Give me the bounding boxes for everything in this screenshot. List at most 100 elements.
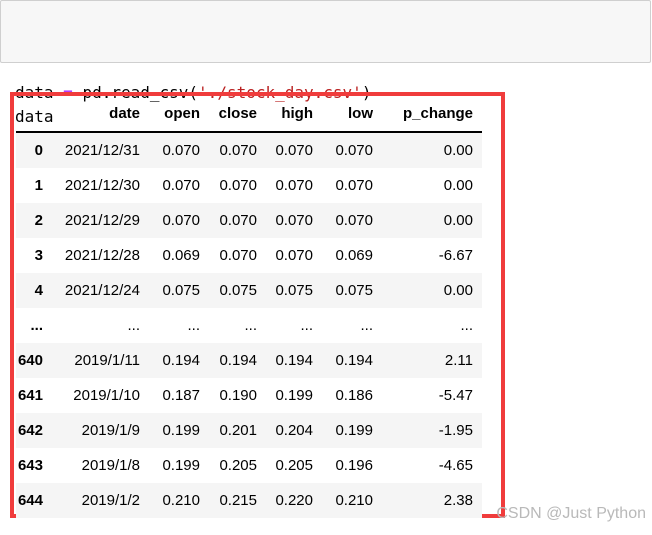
table-cell: 2021/12/28 xyxy=(64,247,140,264)
index-header-cell xyxy=(16,96,52,133)
table-row: 3 2021/12/28 0.069 0.070 0.070 0.069 -6.67 xyxy=(16,238,482,273)
table-cell: 0.070 xyxy=(275,212,313,229)
table-cell: 0.215 xyxy=(219,492,257,509)
table-cell: 0.070 xyxy=(275,142,313,159)
row-index-cell: 1 xyxy=(34,177,43,194)
table-cell: 2019/1/9 xyxy=(81,422,140,439)
table-row: ..................... xyxy=(16,308,482,343)
table-body: 0 2021/12/31 0.070 0.070 0.070 0.070 0.00 1 2021… xyxy=(16,132,482,518)
table-header: date open close high low p_change xyxy=(16,96,482,133)
table-cell: 0.220 xyxy=(275,492,313,509)
table-row: 641 2019/1/10 0.187 0.190 0.199 0.186 -5.47 xyxy=(16,378,482,413)
table-cell: 0.070 xyxy=(219,177,257,194)
table-cell: 0.070 xyxy=(275,247,313,264)
table-cell: 0.199 xyxy=(162,422,200,439)
row-index-cell: 3 xyxy=(34,247,43,264)
table-row: 644 2019/1/2 0.210 0.215 0.220 0.210 2.38 xyxy=(16,483,482,518)
table-cell: ... xyxy=(127,317,140,334)
table-cell: 0.070 xyxy=(219,247,257,264)
table-cell: -4.65 xyxy=(438,457,473,474)
table-cell: 0.199 xyxy=(275,387,313,404)
table-cell: ... xyxy=(187,317,200,334)
table-row: 2 2021/12/29 0.070 0.070 0.070 0.070 0.00 xyxy=(16,203,482,238)
table-cell: 0.205 xyxy=(219,457,257,474)
column-header-cell: p_change xyxy=(382,96,482,133)
table-cell: -1.95 xyxy=(438,422,473,439)
column-header-cell: low xyxy=(322,96,382,133)
table-cell: 0.070 xyxy=(162,177,200,194)
row-index-cell: 641 xyxy=(17,387,43,404)
table-cell: 0.00 xyxy=(443,142,473,159)
table-cell: 0.190 xyxy=(219,387,257,404)
table-cell: 2021/12/30 xyxy=(64,177,140,194)
table-row: 642 2019/1/9 0.199 0.201 0.204 0.199 -1.95 xyxy=(16,413,482,448)
table-cell: ... xyxy=(244,317,257,334)
row-index-cell: 644 xyxy=(17,492,43,509)
table-cell: 2019/1/2 xyxy=(81,492,140,509)
table-header-row: date open close high low p_change xyxy=(16,96,482,133)
row-index-cell: ... xyxy=(30,317,43,334)
table-row: 4 2021/12/24 0.075 0.075 0.075 0.075 0.00 xyxy=(16,273,482,308)
table-cell: 2019/1/11 xyxy=(74,352,140,369)
table-row: 640 2019/1/11 0.194 0.194 0.194 0.194 2.11 xyxy=(16,343,482,378)
column-header-cell: date xyxy=(52,96,149,133)
row-index-cell: 643 xyxy=(17,457,43,474)
watermark: CSDN @Just Python xyxy=(496,505,646,522)
table-cell: 0.070 xyxy=(275,177,313,194)
table-cell: 2019/1/10 xyxy=(73,387,140,404)
table-cell: 0.00 xyxy=(443,177,473,194)
table-cell: 0.00 xyxy=(443,212,473,229)
column-header-cell: open xyxy=(149,96,209,133)
table-cell: 0.210 xyxy=(162,492,200,509)
table-cell: 0.187 xyxy=(162,387,200,404)
table-cell: ... xyxy=(360,317,373,334)
table-cell: 0.075 xyxy=(275,282,313,299)
table-cell: ... xyxy=(460,317,473,334)
table-cell: 0.070 xyxy=(219,142,257,159)
table-cell: 0.210 xyxy=(335,492,373,509)
table-cell: 2021/12/29 xyxy=(64,212,140,229)
table-cell: 0.070 xyxy=(162,142,200,159)
table-cell: 2021/12/24 xyxy=(64,282,140,299)
table-cell: 2.38 xyxy=(443,492,473,509)
table-cell: 0.194 xyxy=(219,352,257,369)
row-index-cell: 4 xyxy=(34,282,43,299)
table-cell: 0.186 xyxy=(335,387,373,404)
row-index-cell: 0 xyxy=(34,142,43,159)
table-row: 0 2021/12/31 0.070 0.070 0.070 0.070 0.00 xyxy=(16,132,482,168)
table-cell: 0.194 xyxy=(162,352,200,369)
table-cell: 0.075 xyxy=(335,282,373,299)
table-cell: 0.205 xyxy=(275,457,313,474)
table-cell: 0.201 xyxy=(219,422,257,439)
table-cell: 0.00 xyxy=(443,282,473,299)
table-cell: 0.196 xyxy=(335,457,373,474)
table-cell: 0.075 xyxy=(219,282,257,299)
column-header-cell: high xyxy=(266,96,322,133)
table-cell: 0.204 xyxy=(275,422,313,439)
table-cell: 0.069 xyxy=(335,247,373,264)
table-cell: 0.194 xyxy=(335,352,373,369)
table-cell: 0.075 xyxy=(162,282,200,299)
dataframe-table: date open close high low p_change 0 2021/12/31… xyxy=(16,96,482,518)
table-cell: ... xyxy=(300,317,313,334)
table-cell: 0.070 xyxy=(162,212,200,229)
table-cell: 0.069 xyxy=(162,247,200,264)
table-cell: 0.199 xyxy=(335,422,373,439)
table-cell: -6.67 xyxy=(438,247,473,264)
table-cell: 0.070 xyxy=(335,142,373,159)
table-cell: 0.070 xyxy=(219,212,257,229)
row-index-cell: 640 xyxy=(17,352,43,369)
table-cell: 2019/1/8 xyxy=(81,457,140,474)
code-cell[interactable]: data = pd.read_csv('./stock_day.csv') dat… xyxy=(0,0,651,126)
row-index-cell: 2 xyxy=(34,212,43,229)
table-cell: 2.11 xyxy=(444,352,473,369)
table-cell: 0.194 xyxy=(275,352,313,369)
table-row: 1 2021/12/30 0.070 0.070 0.070 0.070 0.00 xyxy=(16,168,482,203)
table-cell: 0.070 xyxy=(335,177,373,194)
table-cell: 0.070 xyxy=(335,212,373,229)
table-cell: -5.47 xyxy=(438,387,473,404)
table-cell: 0.199 xyxy=(162,457,200,474)
table-row: 643 2019/1/8 0.199 0.205 0.205 0.196 -4.65 xyxy=(16,448,482,483)
row-index-cell: 642 xyxy=(17,422,43,439)
